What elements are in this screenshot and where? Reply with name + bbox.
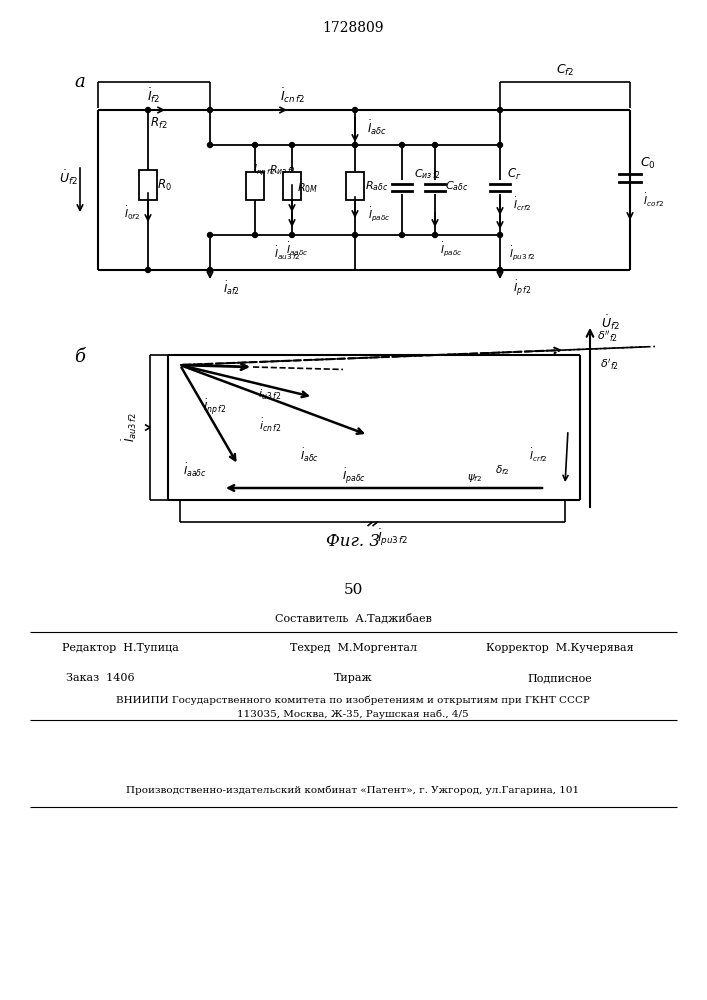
Circle shape (207, 142, 213, 147)
Text: $\dot{I}_{np\,f2}$: $\dot{I}_{np\,f2}$ (204, 397, 227, 417)
Text: $C_{a\delta c}$: $C_{a\delta c}$ (445, 179, 469, 193)
Text: $\psi_{f2}$: $\psi_{f2}$ (467, 472, 483, 484)
Text: Корректор  М.Кучерявая: Корректор М.Кучерявая (486, 643, 633, 653)
Circle shape (498, 107, 503, 112)
Text: Составитель  А.Таджибаев: Составитель А.Таджибаев (274, 613, 431, 623)
Text: $\dot{I}_{aa\delta c}$: $\dot{I}_{aa\delta c}$ (286, 240, 308, 258)
Circle shape (207, 267, 213, 272)
Text: $\dot{U}_{f2}$: $\dot{U}_{f2}$ (59, 169, 78, 187)
Text: $R_{f2}$: $R_{f2}$ (151, 115, 168, 131)
Text: $R_{0M}$: $R_{0M}$ (298, 181, 319, 195)
Text: $\dot{I}_{pu3\,f2}$: $\dot{I}_{pu3\,f2}$ (509, 244, 535, 262)
Text: $\dot{I}_{0f2}$: $\dot{I}_{0f2}$ (124, 204, 140, 222)
Text: ВНИИПИ Государственного комитета по изобретениям и открытиям при ГКНТ СССР: ВНИИПИ Государственного комитета по изоб… (116, 695, 590, 705)
Circle shape (433, 142, 438, 147)
Circle shape (146, 107, 151, 112)
Text: $C_г$: $C_г$ (507, 166, 521, 182)
Circle shape (252, 142, 257, 147)
Circle shape (498, 142, 503, 147)
Text: а: а (75, 73, 86, 91)
Text: Подписное: Подписное (527, 673, 592, 683)
Text: б: б (74, 348, 86, 366)
Circle shape (498, 267, 503, 272)
Text: 1728809: 1728809 (322, 21, 384, 35)
Text: $\delta_{f2}$: $\delta_{f2}$ (495, 463, 509, 477)
Circle shape (146, 267, 151, 272)
Circle shape (399, 232, 404, 237)
Text: 113035, Москва, Ж-35, Раушская наб., 4/5: 113035, Москва, Ж-35, Раушская наб., 4/5 (237, 709, 469, 719)
Bar (139, 170, 157, 200)
Text: $\dot{I}_{au3\,f2}$: $\dot{I}_{au3\,f2}$ (274, 244, 300, 262)
Text: $R_0$: $R_0$ (157, 177, 171, 193)
Text: $R_{a\delta c}$: $R_{a\delta c}$ (366, 179, 389, 193)
Circle shape (289, 142, 295, 147)
Text: $\dot{U}_{f2}$: $\dot{U}_{f2}$ (600, 314, 619, 332)
Text: $\dot{I}_{cn\,f2}$: $\dot{I}_{cn\,f2}$ (280, 87, 305, 105)
Text: Производственно-издательский комбинат «Патент», г. Ужгород, ул.Гагарина, 101: Производственно-издательский комбинат «П… (127, 785, 580, 795)
Circle shape (207, 232, 213, 237)
Bar (246, 172, 264, 200)
Text: $\dot{I}_{pu3\,f2}$: $\dot{I}_{pu3\,f2}$ (377, 528, 409, 548)
Text: $\dot{I}_{pa\delta c}$: $\dot{I}_{pa\delta c}$ (440, 240, 462, 258)
Text: $\dot{I}_{pa\delta c}$: $\dot{I}_{pa\delta c}$ (342, 466, 366, 486)
Text: $\dot{i}_{u3\,f2}$: $\dot{i}_{u3\,f2}$ (258, 384, 281, 402)
Text: $\dot{I}_{af2}$: $\dot{I}_{af2}$ (223, 279, 240, 297)
Text: $C_{из\,f2}$: $C_{из\,f2}$ (414, 167, 442, 181)
Circle shape (399, 142, 404, 147)
Circle shape (289, 232, 295, 237)
Text: Тираж: Тираж (334, 673, 373, 683)
Text: $\delta'_{f2}$: $\delta'_{f2}$ (600, 358, 619, 372)
Text: $\dot{I}_{pa\delta c}$: $\dot{I}_{pa\delta c}$ (368, 205, 390, 223)
Circle shape (252, 232, 257, 237)
Text: $\dot{I}_{f2}$: $\dot{I}_{f2}$ (147, 87, 160, 105)
Circle shape (207, 107, 213, 112)
Text: $\dot{I}_{a\delta c}$: $\dot{I}_{a\delta c}$ (367, 119, 387, 137)
Text: $\dot{I}_{au3\,f2}$: $\dot{I}_{au3\,f2}$ (121, 413, 139, 442)
Text: Заказ  1406: Заказ 1406 (66, 673, 134, 683)
Text: Техред  М.Моргентал: Техред М.Моргентал (289, 643, 416, 653)
Text: $\dot{i}_{cn\,f2}$: $\dot{i}_{cn\,f2}$ (259, 416, 281, 434)
Text: 50: 50 (344, 583, 363, 597)
Text: $\dot{I}_{a\delta c}$: $\dot{I}_{a\delta c}$ (300, 446, 320, 464)
Circle shape (353, 232, 358, 237)
Text: $\dot{I}_{p\,f2}$: $\dot{I}_{p\,f2}$ (513, 278, 531, 298)
Circle shape (353, 107, 358, 112)
Text: $\dot{I}_{co\,f2}$: $\dot{I}_{co\,f2}$ (643, 191, 665, 209)
Text: $R_{из\,f2}$: $R_{из\,f2}$ (269, 163, 296, 177)
Circle shape (433, 232, 438, 237)
Circle shape (498, 232, 503, 237)
Text: Редактор  Н.Тупица: Редактор Н.Тупица (62, 643, 178, 653)
Text: $\dot{I}_{np\,f2}$: $\dot{I}_{np\,f2}$ (253, 159, 275, 177)
Text: Фиг. 3: Фиг. 3 (326, 534, 380, 550)
Text: $C_0$: $C_0$ (640, 155, 656, 171)
Text: $C_{f2}$: $C_{f2}$ (556, 62, 574, 78)
Text: $\dot{I}_{crf2}$: $\dot{I}_{crf2}$ (513, 195, 531, 213)
Text: $\dot{I}_{aa\delta c}$: $\dot{I}_{aa\delta c}$ (183, 461, 207, 479)
Text: $\dot{I}_{crf2}$: $\dot{I}_{crf2}$ (529, 446, 547, 464)
Circle shape (353, 142, 358, 147)
Text: $\delta''_{f2}$: $\delta''_{f2}$ (597, 330, 619, 344)
Bar (346, 172, 364, 200)
Bar (283, 172, 301, 200)
